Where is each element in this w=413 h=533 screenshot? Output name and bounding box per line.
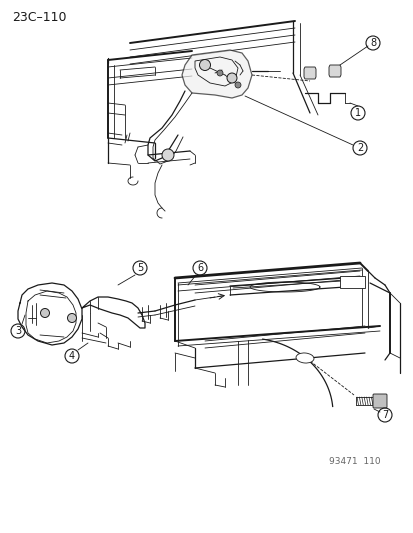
Text: 23C–110: 23C–110 [12,11,66,24]
Circle shape [199,60,210,70]
Text: 7: 7 [381,410,387,420]
Polygon shape [182,50,252,98]
FancyBboxPatch shape [339,276,364,288]
Text: 5: 5 [137,263,143,273]
Text: 93471  110: 93471 110 [328,456,380,465]
Circle shape [40,309,50,318]
Circle shape [226,73,236,83]
Text: 6: 6 [197,263,202,273]
Text: 3: 3 [15,326,21,336]
Text: 8: 8 [369,38,375,48]
Ellipse shape [295,353,313,363]
Circle shape [161,149,173,161]
Text: 2: 2 [356,143,362,153]
Text: 4: 4 [69,351,75,361]
Polygon shape [303,67,315,79]
Polygon shape [328,65,340,77]
Circle shape [216,70,223,76]
Text: 1: 1 [354,108,360,118]
Circle shape [67,313,76,322]
Circle shape [235,82,240,88]
FancyBboxPatch shape [372,394,386,408]
